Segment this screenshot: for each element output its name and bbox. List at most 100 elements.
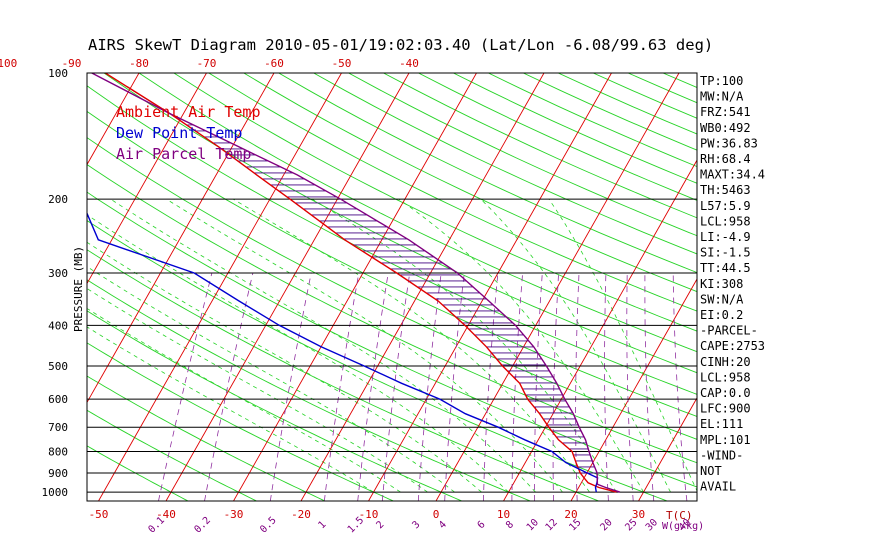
x-axis-label: T(C) (666, 509, 693, 522)
dry-adiabat (103, 73, 697, 374)
index-value: -WIND- (700, 448, 743, 462)
pressure-tick-label: 200 (48, 193, 68, 206)
legend-entry: Air Parcel Temp (116, 145, 251, 163)
plot-frame (86, 72, 698, 502)
mixing-ratio-tick-label: 0.5 (258, 515, 279, 536)
dry-adiabat (173, 73, 697, 332)
isotherm (570, 278, 697, 501)
index-value: FRZ:541 (700, 105, 751, 119)
pressure-tick-label: 1000 (42, 486, 69, 499)
bottom-temp-tick-label: -40 (156, 508, 176, 521)
pressure-tick-label: 900 (48, 467, 68, 480)
mixing-ratio-tick-label: 1 (317, 519, 329, 531)
bottom-temp-tick-label: 30 (632, 508, 645, 521)
data-layer (87, 73, 621, 493)
mixing-ratio-line (417, 272, 442, 501)
index-value: RH:68.4 (700, 152, 751, 166)
mixing-ratio-tick-label: 0.2 (192, 515, 213, 536)
dry-adiabat (87, 279, 531, 501)
bottom-temp-tick-label: 10 (497, 508, 510, 521)
legend-entry: Ambient Air Temp (116, 103, 261, 121)
index-value: LCL:958 (700, 370, 751, 384)
index-value: MAXT:34.4 (700, 168, 765, 182)
mixing-ratio-line (552, 272, 559, 501)
index-value: PW:36.83 (700, 136, 758, 150)
dry-adiabat (87, 85, 697, 395)
dry-adiabat (87, 220, 668, 501)
isotherm (503, 159, 697, 501)
mixing-ratio-line (204, 272, 254, 501)
isotherm (87, 73, 140, 166)
bottom-temp-tick-label: -20 (291, 508, 311, 521)
mixing-ratio-line (381, 272, 411, 501)
index-value: L57:5.9 (700, 199, 751, 213)
top-temp-tick-label: -100 (0, 57, 17, 70)
mixing-ratio-line (357, 272, 389, 501)
isotherm (774, 73, 870, 501)
axis-layer: 1002003004005006007008009001000-120-110-… (0, 57, 693, 536)
mixing-ratio-label: W(g/kg) (662, 521, 704, 532)
index-value: CAP:0.0 (700, 386, 751, 400)
pressure-tick-label: 800 (48, 446, 68, 459)
isotherm (87, 73, 207, 285)
mixing-ratio-line (158, 272, 213, 501)
index-value: TT:44.5 (700, 261, 751, 275)
moist-adiabat (87, 266, 455, 493)
top-temp-tick-label: -50 (332, 57, 352, 70)
dry-adiabat (453, 73, 697, 184)
index-value: -PARCEL- (700, 324, 758, 338)
index-value: TP:100 (700, 74, 743, 88)
isotherm (165, 73, 410, 501)
top-temp-tick-label: -90 (62, 57, 82, 70)
moist-adiabat (110, 198, 536, 493)
pressure-tick-label: 300 (48, 267, 68, 280)
dry-adiabat (278, 73, 697, 274)
index-value: WB0:492 (700, 121, 751, 135)
chart-title: AIRS SkewT Diagram 2010-05-01/19:02:03.4… (88, 36, 713, 54)
index-value: EL:111 (700, 417, 743, 431)
dry-adiabat (87, 342, 394, 501)
index-value: LI:-4.9 (700, 230, 751, 244)
index-value: NOT (700, 464, 722, 478)
top-temp-tick-label: -60 (264, 57, 284, 70)
dry-adiabat (87, 110, 697, 417)
isotherm (233, 73, 477, 501)
moist-adiabat (480, 198, 671, 493)
dry-adiabat (488, 73, 697, 168)
dry-adiabat (418, 73, 697, 201)
index-value: SI:-1.5 (700, 246, 751, 260)
mixing-ratio-line (323, 272, 360, 501)
dry-adiabat (87, 137, 697, 440)
top-temp-tick-label: -80 (129, 57, 149, 70)
isotherm (0, 73, 4, 501)
index-value: MPL:101 (700, 433, 751, 447)
index-value: LFC:900 (700, 402, 751, 416)
bottom-temp-tick-label: 0 (433, 508, 440, 521)
legend-entry: Dew Point Temp (116, 124, 242, 142)
grid-layer (0, 73, 870, 501)
dry-adiabat (208, 73, 697, 312)
mixing-ratio-tick-label: 12 (544, 517, 560, 533)
pressure-tick-label: 600 (48, 393, 68, 406)
index-value: EI:0.2 (700, 308, 743, 322)
mixing-ratio-line (444, 272, 465, 501)
dry-adiabat (87, 249, 599, 501)
index-value: SW:N/A (700, 292, 744, 306)
mixing-ratio-tick-label: 2 (375, 519, 387, 531)
dew-point-line (87, 211, 599, 493)
index-value: TH:5463 (700, 183, 751, 197)
mixing-ratio-line (534, 272, 543, 501)
dry-adiabat (87, 191, 697, 488)
bottom-temp-tick-label: -50 (89, 508, 109, 521)
pressure-tick-label: 100 (48, 67, 68, 80)
top-temp-tick-label: -70 (197, 57, 217, 70)
mixing-ratio-tick-label: 3 (411, 519, 423, 531)
index-value: MW:N/A (700, 90, 744, 104)
mixing-ratio-tick-label: 8 (504, 519, 516, 531)
mixing-ratio-line (644, 273, 655, 501)
isotherm (98, 73, 342, 501)
moist-adiabat (87, 308, 401, 493)
ambient-temp-line (104, 73, 617, 493)
